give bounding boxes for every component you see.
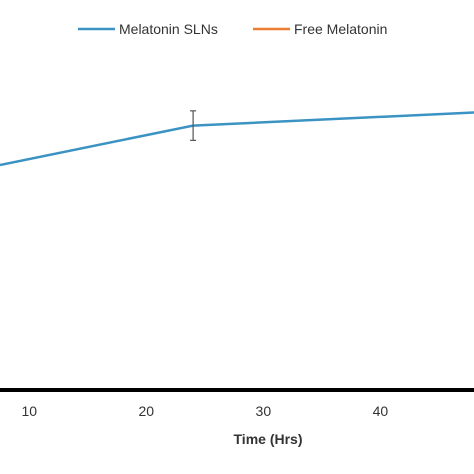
legend-label-free-melatonin: Free Melatonin <box>294 21 387 37</box>
legend: Melatonin SLNs Free Melatonin <box>78 21 387 37</box>
legend-label-melatonin-slns: Melatonin SLNs <box>119 21 218 37</box>
series-line-0 <box>0 111 474 167</box>
x-tick-label: 20 <box>139 403 155 419</box>
x-tick-label: 30 <box>256 403 272 419</box>
x-axis-ticks: 10 20 30 40 <box>21 403 388 419</box>
x-tick-label: 40 <box>373 403 389 419</box>
x-tick-label: 10 <box>21 403 37 419</box>
series-layer <box>0 110 474 167</box>
error-bar <box>190 110 197 141</box>
x-axis-title: Time (Hrs) <box>234 431 303 447</box>
